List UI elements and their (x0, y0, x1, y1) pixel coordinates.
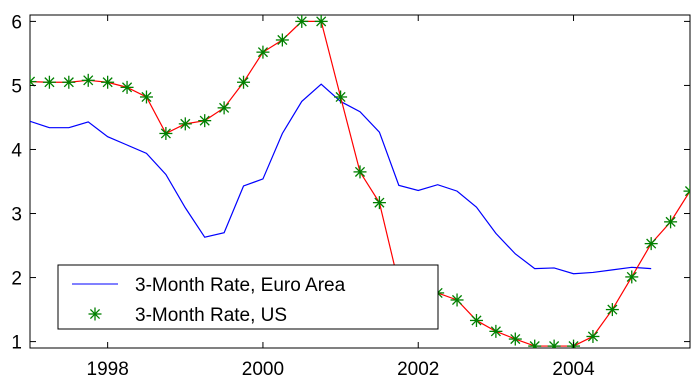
data-point (605, 303, 619, 317)
data-point (159, 126, 173, 140)
data-point (62, 75, 76, 89)
data-point (450, 293, 464, 307)
data-point (372, 196, 386, 210)
plot-frame (29, 14, 691, 349)
y-tick-label: 5 (11, 76, 22, 97)
data-point (683, 184, 690, 198)
data-point (295, 15, 309, 28)
y-tick-label: 4 (11, 140, 22, 161)
y-tick-label: 3 (11, 205, 22, 226)
legend-swatch-us (88, 307, 102, 321)
data-point (101, 75, 115, 89)
x-axis: 1998 2000 2002 2004 (87, 15, 595, 380)
data-point (547, 339, 561, 348)
data-point (625, 270, 639, 284)
data-point (139, 90, 153, 104)
y-tick-label: 6 (11, 12, 22, 33)
data-point (120, 80, 134, 94)
data-point (256, 45, 270, 59)
legend-label-euro-area: 3-Month Rate, Euro Area (135, 275, 346, 296)
data-point (644, 237, 658, 251)
legend: 3-Month Rate, Euro Area 3-Month Rate, US (57, 264, 439, 330)
data-point (334, 90, 348, 104)
x-tick-label: 2004 (552, 359, 595, 380)
data-point (217, 101, 231, 115)
data-point (469, 313, 483, 327)
series-markers (30, 15, 690, 348)
x-tick-label: 2000 (242, 359, 284, 380)
data-point (30, 75, 37, 89)
series-line-0 (30, 83, 652, 275)
data-point (81, 73, 95, 87)
x-tick-label: 2002 (397, 359, 439, 380)
data-point (508, 332, 522, 346)
y-axis: 1 2 3 4 5 6 (11, 12, 690, 354)
y-tick-label: 1 (11, 333, 22, 354)
plot-area (29, 14, 691, 349)
data-point (489, 324, 503, 338)
data-point (198, 114, 212, 128)
legend-label-us: 3-Month Rate, US (135, 305, 287, 326)
data-point (275, 33, 289, 47)
data-point (664, 215, 678, 229)
data-point (528, 339, 542, 348)
legend-box (57, 264, 439, 330)
data-point (314, 15, 328, 28)
data-point (353, 165, 367, 179)
data-point (42, 75, 56, 89)
data-point (237, 75, 251, 89)
y-tick-label: 2 (11, 269, 22, 290)
x-tick-label: 1998 (87, 359, 129, 380)
data-point (178, 117, 192, 131)
legend-asterisk (88, 307, 102, 321)
data-point (586, 329, 600, 343)
